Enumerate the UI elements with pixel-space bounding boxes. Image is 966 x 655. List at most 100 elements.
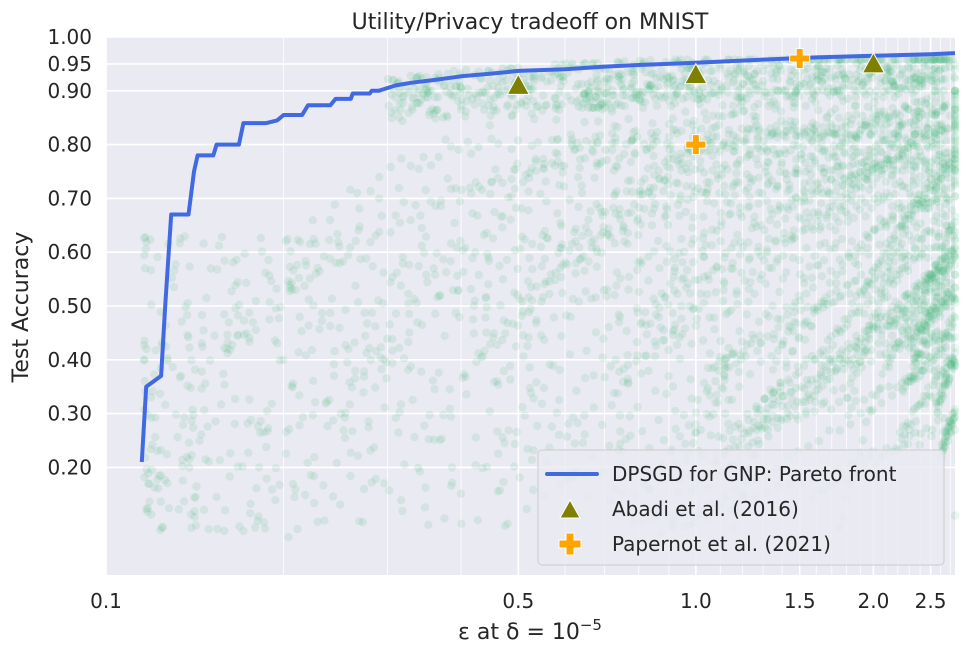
scatter-point xyxy=(901,374,910,384)
scatter-point xyxy=(430,385,439,394)
scatter-point xyxy=(624,272,634,281)
scatter-point xyxy=(446,239,456,248)
scatter-point xyxy=(903,377,913,386)
scatter-point xyxy=(784,321,793,330)
scatter-point xyxy=(826,332,836,341)
scatter-point xyxy=(839,181,848,190)
scatter-point xyxy=(781,268,791,277)
scatter-point xyxy=(477,185,487,195)
scatter-point xyxy=(785,378,794,387)
scatter-point xyxy=(809,90,819,99)
scatter-point xyxy=(239,330,249,339)
scatter-point xyxy=(705,67,715,76)
scatter-point xyxy=(756,338,766,348)
scatter-point xyxy=(870,309,880,318)
scatter-point xyxy=(675,332,684,342)
scatter-point xyxy=(874,319,883,329)
scatter-point xyxy=(851,291,861,301)
scatter-point xyxy=(539,164,548,173)
scatter-point xyxy=(924,166,933,175)
scatter-point xyxy=(913,106,922,116)
scatter-point xyxy=(944,423,953,432)
scatter-point xyxy=(938,298,948,307)
scatter-point xyxy=(933,327,943,336)
scatter-point xyxy=(950,65,960,74)
scatter-point xyxy=(448,286,458,295)
scatter-point xyxy=(467,149,476,158)
scatter-point xyxy=(818,373,827,382)
scatter-point xyxy=(604,322,613,332)
scatter-point xyxy=(902,136,911,145)
scatter-point xyxy=(885,257,894,266)
scatter-point xyxy=(935,66,944,75)
scatter-point xyxy=(828,358,838,367)
scatter-point xyxy=(852,133,861,143)
scatter-point xyxy=(204,525,213,534)
scatter-point xyxy=(728,182,737,192)
scatter-point xyxy=(865,320,874,330)
scatter-point xyxy=(926,132,935,142)
scatter-point xyxy=(930,124,939,133)
scatter-point xyxy=(387,114,397,123)
scatter-point xyxy=(437,434,446,443)
scatter-point xyxy=(837,234,847,244)
scatter-point xyxy=(715,188,724,198)
scatter-point xyxy=(457,101,466,110)
scatter-point xyxy=(428,376,438,385)
scatter-point xyxy=(667,101,676,111)
scatter-point xyxy=(707,81,716,90)
scatter-point xyxy=(463,137,472,146)
scatter-point xyxy=(924,143,933,152)
scatter-point xyxy=(764,178,773,188)
scatter-point xyxy=(932,178,941,187)
scatter-point xyxy=(246,499,255,509)
scatter-point xyxy=(950,60,960,70)
scatter-point xyxy=(707,240,716,250)
scatter-point xyxy=(620,57,629,66)
scatter-point xyxy=(942,124,952,133)
scatter-point xyxy=(211,417,220,426)
scatter-point xyxy=(852,342,861,352)
scatter-point xyxy=(721,310,731,319)
scatter-point xyxy=(920,228,929,238)
scatter-point xyxy=(549,313,558,322)
scatter-point xyxy=(862,290,872,300)
scatter-point xyxy=(872,174,881,183)
scatter-point xyxy=(917,76,926,85)
scatter-point xyxy=(557,240,567,249)
scatter-point xyxy=(619,364,628,374)
scatter-point xyxy=(898,69,907,78)
scatter-point xyxy=(909,140,918,150)
scatter-point xyxy=(610,290,619,300)
scatter-point xyxy=(736,355,746,364)
scatter-point xyxy=(945,416,954,425)
scatter-point xyxy=(471,178,480,187)
scatter-point xyxy=(556,243,565,253)
scatter-point xyxy=(847,180,856,189)
scatter-point xyxy=(142,237,151,247)
scatter-point xyxy=(145,479,154,489)
scatter-point xyxy=(223,330,232,339)
scatter-point xyxy=(482,328,491,337)
scatter-point xyxy=(819,168,829,178)
scatter-point xyxy=(940,381,949,390)
scatter-point xyxy=(398,116,407,126)
scatter-point xyxy=(833,61,842,70)
scatter-point xyxy=(890,134,899,144)
scatter-point xyxy=(369,443,379,452)
scatter-point xyxy=(886,316,896,326)
scatter-point xyxy=(778,339,787,349)
scatter-point xyxy=(705,412,714,421)
scatter-point xyxy=(344,250,353,260)
scatter-point xyxy=(918,326,927,335)
scatter-point xyxy=(924,119,933,128)
scatter-point xyxy=(946,418,956,427)
scatter-point xyxy=(869,165,878,174)
scatter-point xyxy=(943,436,953,446)
scatter-point xyxy=(950,122,960,132)
scatter-point xyxy=(923,309,932,318)
scatter-point xyxy=(869,224,878,234)
scatter-point xyxy=(739,107,748,116)
scatter-point xyxy=(140,355,149,364)
scatter-point xyxy=(817,199,826,208)
